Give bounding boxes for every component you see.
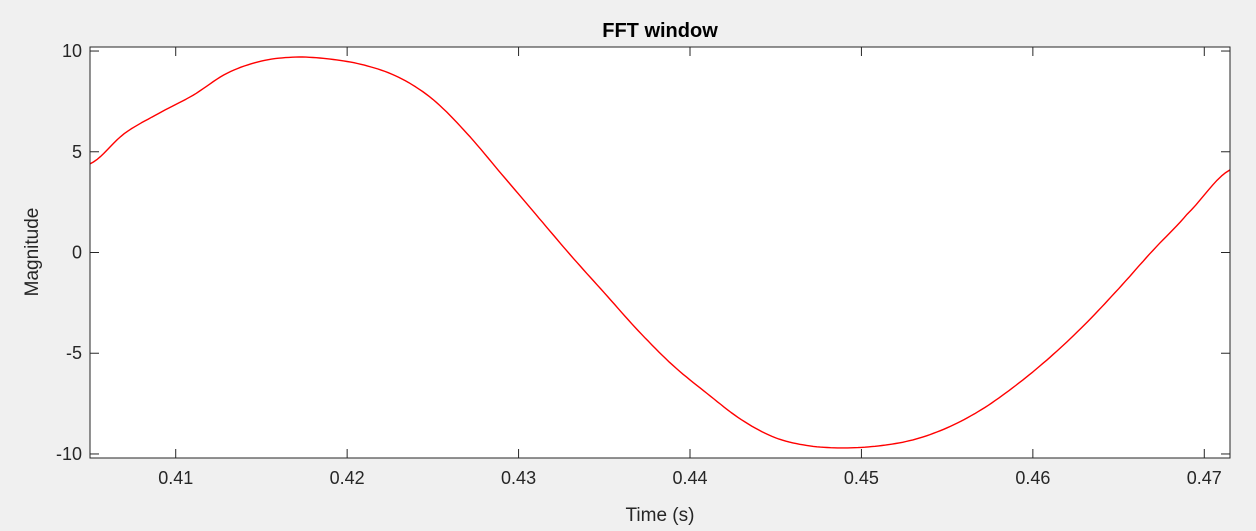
x-tick-label: 0.41 xyxy=(158,468,193,488)
x-tick-label: 0.42 xyxy=(330,468,365,488)
y-tick-label: 10 xyxy=(62,41,82,61)
y-tick-label: 0 xyxy=(72,243,82,263)
y-tick-label: 5 xyxy=(72,142,82,162)
chart-title: FFT window xyxy=(602,20,718,42)
x-tick-label: 0.45 xyxy=(844,468,879,488)
plot-area xyxy=(90,47,1230,458)
x-axis-label: Time (s) xyxy=(626,505,695,526)
y-axis-label: Magnitude xyxy=(22,208,43,297)
x-tick-label: 0.46 xyxy=(1015,468,1050,488)
x-tick-label: 0.47 xyxy=(1187,468,1222,488)
y-tick-label: -5 xyxy=(66,343,82,363)
y-tick-label: -10 xyxy=(56,444,82,464)
x-tick-label: 0.44 xyxy=(672,468,707,488)
x-tick-label: 0.43 xyxy=(501,468,536,488)
